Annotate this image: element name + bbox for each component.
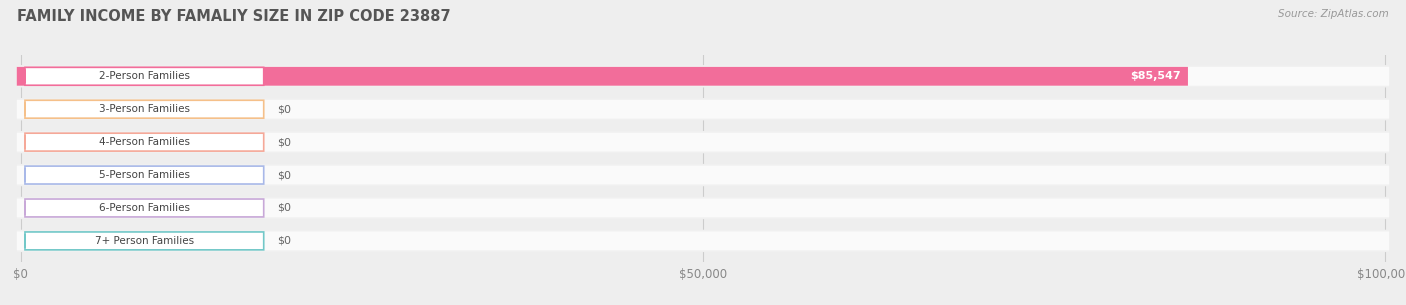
Text: $0: $0 [277, 203, 291, 213]
FancyBboxPatch shape [17, 131, 1389, 153]
FancyBboxPatch shape [17, 199, 1389, 217]
FancyBboxPatch shape [25, 166, 264, 184]
FancyBboxPatch shape [25, 67, 264, 85]
FancyBboxPatch shape [17, 133, 1389, 152]
Text: 4-Person Families: 4-Person Families [98, 137, 190, 147]
FancyBboxPatch shape [25, 232, 264, 250]
Text: Source: ZipAtlas.com: Source: ZipAtlas.com [1278, 9, 1389, 19]
FancyBboxPatch shape [17, 65, 1389, 88]
Text: 5-Person Families: 5-Person Families [98, 170, 190, 180]
FancyBboxPatch shape [17, 231, 1389, 250]
Text: $0: $0 [277, 104, 291, 114]
Text: $0: $0 [277, 137, 291, 147]
FancyBboxPatch shape [25, 133, 264, 151]
FancyBboxPatch shape [17, 230, 1389, 252]
Text: $0: $0 [277, 236, 291, 246]
FancyBboxPatch shape [17, 98, 1389, 120]
FancyBboxPatch shape [17, 197, 1389, 219]
Text: $0: $0 [277, 170, 291, 180]
FancyBboxPatch shape [25, 100, 264, 118]
FancyBboxPatch shape [17, 100, 1389, 119]
FancyBboxPatch shape [25, 199, 264, 217]
FancyBboxPatch shape [17, 164, 1389, 186]
Text: 6-Person Families: 6-Person Families [98, 203, 190, 213]
FancyBboxPatch shape [17, 67, 1188, 86]
FancyBboxPatch shape [17, 67, 1389, 86]
Text: $85,547: $85,547 [1130, 71, 1181, 81]
Text: FAMILY INCOME BY FAMALIY SIZE IN ZIP CODE 23887: FAMILY INCOME BY FAMALIY SIZE IN ZIP COD… [17, 9, 450, 24]
Text: 7+ Person Families: 7+ Person Families [94, 236, 194, 246]
Text: 3-Person Families: 3-Person Families [98, 104, 190, 114]
FancyBboxPatch shape [17, 166, 1389, 185]
Text: 2-Person Families: 2-Person Families [98, 71, 190, 81]
